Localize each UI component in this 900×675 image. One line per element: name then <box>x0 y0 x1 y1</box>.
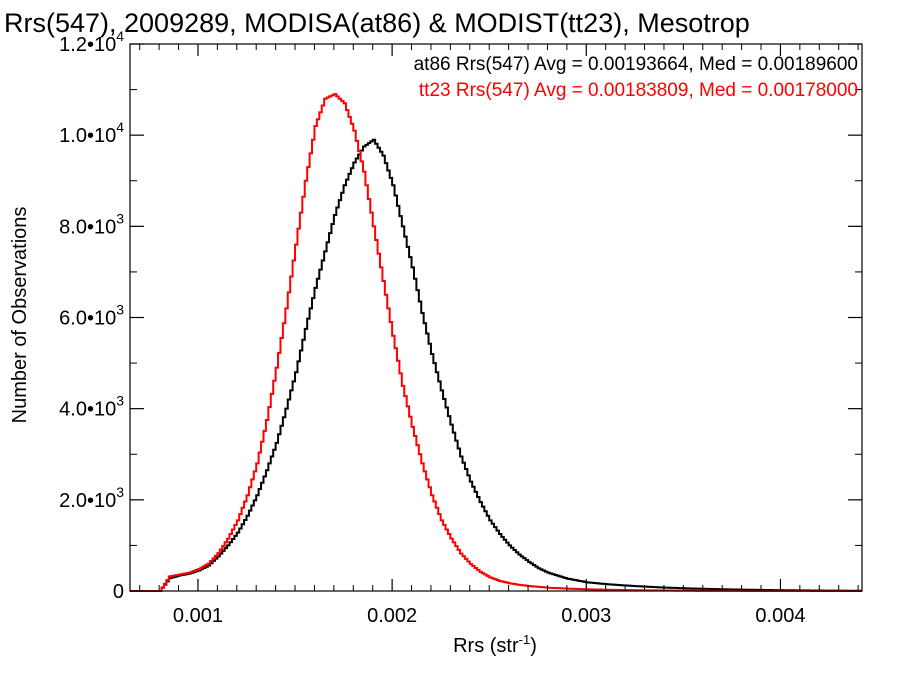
x-tick-label: 0.001 <box>173 605 223 627</box>
y-axis: 0 2.0•103 4.0•103 6.0•103 8.0•103 1.0•104 1.2•… <box>59 28 862 603</box>
y-tick-label: 1.0•104 <box>59 119 124 147</box>
legend-annotations: at86 Rrs(547) Avg = 0.00193664, Med = 0.… <box>414 54 858 101</box>
y-tick-label: 6.0•103 <box>59 302 124 330</box>
y-tick-label: 2.0•103 <box>59 484 124 512</box>
x-axis-label: Rrs (str-1) <box>453 632 537 657</box>
histogram-series-2 <box>130 93 862 592</box>
x-tick-label: 0.002 <box>367 605 417 627</box>
histogram-series-1 <box>130 138 862 592</box>
chart-title: Rrs(547), 2009289, MODISA(at86) & MODIST… <box>4 8 750 38</box>
x-tick-label: 0.003 <box>561 605 611 627</box>
legend-annotation-1: at86 Rrs(547) Avg = 0.00193664, Med = 0.… <box>414 54 858 75</box>
y-axis-label: Number of Observations <box>9 207 31 424</box>
plot-frame <box>129 43 863 592</box>
y-tick-label: 8.0•103 <box>59 210 124 238</box>
y-tick-label: 1.2•104 <box>59 28 124 56</box>
x-axis: 0.001 0.002 0.003 0.004 <box>139 44 859 627</box>
legend-annotation-2: tt23 Rrs(547) Avg = 0.00183809, Med = 0.… <box>419 80 858 101</box>
y-tick-label: 4.0•103 <box>59 393 124 421</box>
x-tick-label: 0.004 <box>755 605 805 627</box>
y-tick-label: 0 <box>113 581 124 603</box>
plot-curves <box>130 93 862 592</box>
